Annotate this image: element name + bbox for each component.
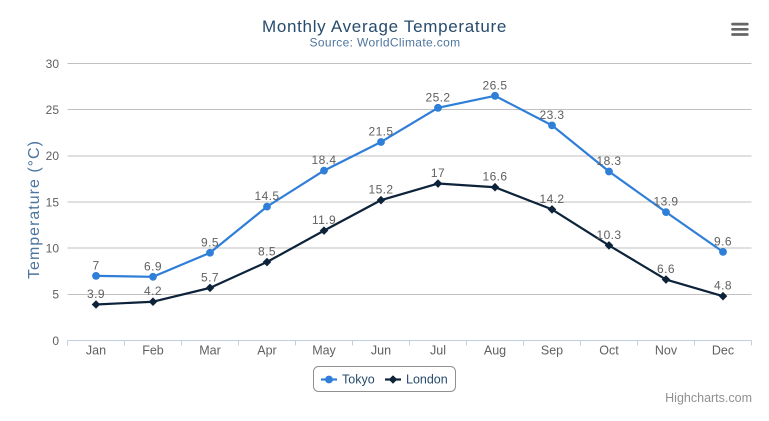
- svg-text:Temperature (°C): Temperature (°C): [26, 140, 43, 279]
- svg-text:26.5: 26.5: [483, 78, 508, 92]
- svg-text:13.9: 13.9: [654, 195, 679, 209]
- svg-text:5.7: 5.7: [201, 270, 219, 284]
- svg-text:Nov: Nov: [655, 344, 678, 358]
- svg-text:Oct: Oct: [599, 344, 619, 358]
- svg-text:Dec: Dec: [712, 344, 734, 358]
- svg-text:5: 5: [52, 288, 59, 302]
- svg-text:14.2: 14.2: [540, 192, 565, 206]
- svg-text:9.6: 9.6: [714, 234, 732, 248]
- svg-text:30: 30: [46, 57, 60, 71]
- svg-text:Source: WorldClimate.com: Source: WorldClimate.com: [310, 36, 461, 50]
- svg-text:Aug: Aug: [484, 344, 506, 358]
- svg-text:18.3: 18.3: [597, 154, 622, 168]
- svg-text:Mar: Mar: [199, 344, 221, 358]
- svg-text:15.2: 15.2: [369, 183, 394, 197]
- svg-text:21.5: 21.5: [369, 124, 394, 138]
- svg-text:Jul: Jul: [430, 344, 446, 358]
- svg-text:Sep: Sep: [541, 344, 563, 358]
- svg-text:0: 0: [52, 334, 59, 348]
- svg-text:20: 20: [46, 149, 60, 163]
- svg-text:Monthly Average Temperature: Monthly Average Temperature: [262, 17, 507, 36]
- svg-text:Tokyo: Tokyo: [342, 373, 375, 387]
- svg-text:May: May: [312, 344, 336, 358]
- svg-text:10.3: 10.3: [597, 228, 622, 242]
- svg-text:17: 17: [431, 166, 445, 180]
- svg-text:4.2: 4.2: [144, 284, 162, 298]
- svg-text:Jun: Jun: [371, 344, 391, 358]
- svg-text:14.5: 14.5: [255, 189, 280, 203]
- svg-text:25.2: 25.2: [426, 90, 451, 104]
- svg-text:Apr: Apr: [257, 344, 276, 358]
- svg-text:6.9: 6.9: [144, 259, 162, 273]
- svg-text:Highcharts.com: Highcharts.com: [665, 391, 752, 405]
- svg-text:6.6: 6.6: [657, 262, 675, 276]
- svg-text:3.9: 3.9: [87, 287, 105, 301]
- svg-text:18.4: 18.4: [312, 153, 337, 167]
- svg-text:11.9: 11.9: [312, 213, 336, 227]
- svg-text:Feb: Feb: [142, 344, 164, 358]
- svg-text:25: 25: [46, 103, 60, 117]
- svg-text:15: 15: [46, 195, 60, 209]
- svg-text:8.5: 8.5: [258, 245, 276, 259]
- svg-text:23.3: 23.3: [540, 108, 565, 122]
- svg-text:10: 10: [46, 241, 60, 255]
- svg-text:7: 7: [92, 258, 99, 272]
- svg-text:4.8: 4.8: [714, 279, 732, 293]
- svg-text:London: London: [406, 373, 448, 387]
- svg-text:Jan: Jan: [86, 344, 106, 358]
- svg-text:16.6: 16.6: [483, 170, 508, 184]
- svg-text:9.5: 9.5: [201, 235, 219, 249]
